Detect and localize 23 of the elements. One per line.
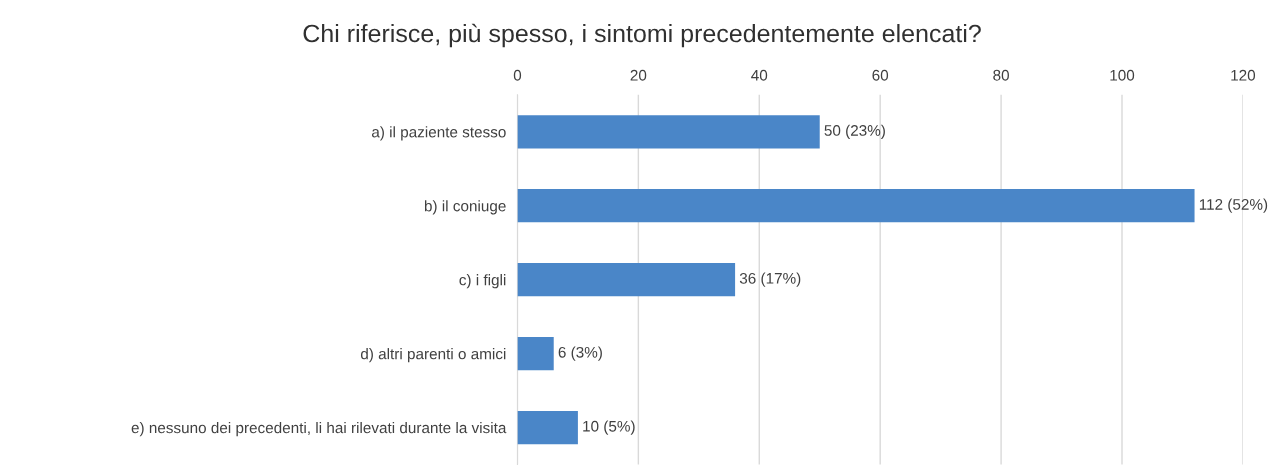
data-label: 50 (23%) (824, 124, 885, 139)
y-tick-label: e) nessuno dei precedenti, li hai rilevati durante la visita (131, 422, 507, 437)
bar (517, 410, 578, 445)
x-tick-label: 80 (993, 69, 1009, 81)
data-label: 112 (52%) (1199, 198, 1268, 213)
bar (517, 336, 554, 371)
x-tick-label: 20 (630, 69, 647, 81)
bar (517, 263, 736, 297)
y-tick-label: a) il paziente stesso (371, 126, 506, 141)
x-tick-label: 40 (751, 69, 768, 81)
chart-title: Chi riferisce, più spesso, i sintomi precedentemente elencati? (303, 23, 981, 48)
bar (517, 115, 820, 149)
y-tick-label: c) i figli (459, 274, 506, 289)
x-tick-label: 60 (872, 69, 889, 81)
x-tick-label: 100 (1110, 69, 1135, 81)
data-label: 10 (5%) (583, 420, 635, 435)
y-tick-label: b) il coniuge (424, 200, 506, 215)
data-label: 6 (3%) (558, 346, 602, 361)
bar (517, 189, 1195, 223)
y-tick-label: d) altri parenti o amici (360, 348, 506, 363)
data-label: 36 (17%) (739, 272, 801, 287)
x-tick-label: 120 (1231, 69, 1256, 81)
x-tick-label: 0 (513, 69, 522, 81)
